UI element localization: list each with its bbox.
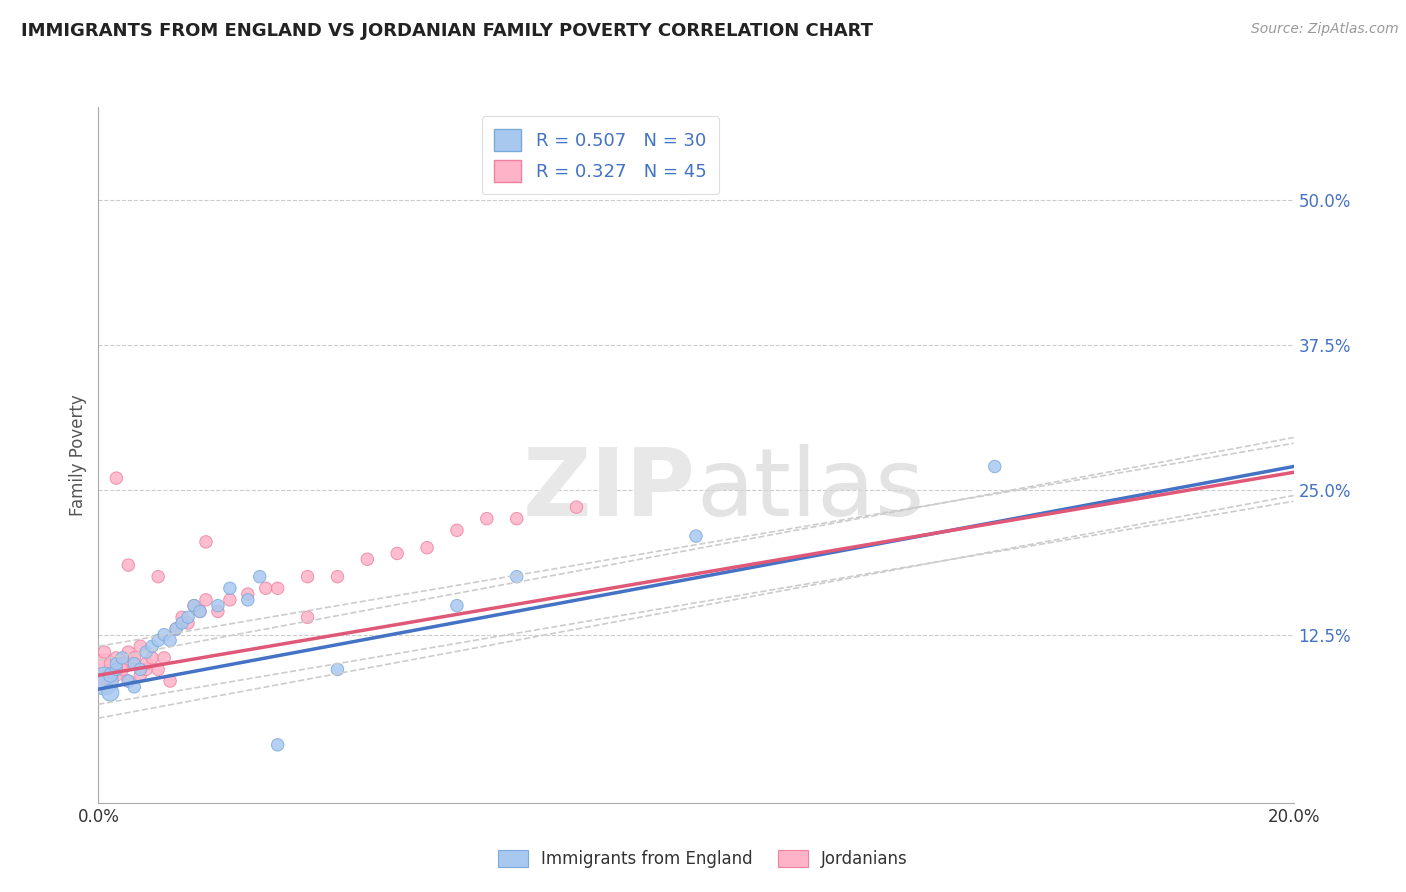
Point [153,628,176,642]
Point [565,500,588,514]
Point [98,668,122,682]
Point [207,599,229,613]
Point [135,657,157,671]
Point [159,633,181,648]
Point [105,471,128,485]
Point [105,668,128,682]
Point [297,570,319,584]
Point [105,657,128,671]
Point [194,592,218,607]
Point [129,639,152,653]
Point [236,587,259,601]
Point [297,610,319,624]
Point [416,541,439,555]
Point [159,674,181,689]
Point [385,546,409,561]
Y-axis label: Family Poverty: Family Poverty [69,394,87,516]
Point [124,657,146,671]
Point [219,592,242,607]
Point [98,674,122,689]
Point [93,645,115,659]
Point [194,534,218,549]
Text: atlas: atlas [696,443,924,536]
Point [165,622,187,636]
Point [475,511,498,525]
Point [105,662,128,676]
Point [446,599,468,613]
Point [267,582,290,596]
Point [236,592,259,607]
Point [117,674,139,689]
Point [172,615,194,630]
Point [183,599,205,613]
Point [172,610,194,624]
Point [148,662,170,676]
Point [267,738,290,752]
Point [111,651,134,665]
Point [506,511,529,525]
Point [98,657,122,671]
Point [117,674,139,689]
Point [685,529,707,543]
Point [326,662,349,676]
Point [141,651,163,665]
Text: Source: ZipAtlas.com: Source: ZipAtlas.com [1251,22,1399,37]
Point [93,662,115,676]
Text: ZIP: ZIP [523,443,696,536]
Point [135,662,157,676]
Legend: Immigrants from England, Jordanians: Immigrants from England, Jordanians [491,843,915,875]
Point [983,459,1005,474]
Point [124,680,146,694]
Point [165,622,187,636]
Point [177,615,200,630]
Point [98,685,122,699]
Point [135,645,157,659]
Point [117,558,139,573]
Point [105,651,128,665]
Point [177,610,200,624]
Point [188,605,211,619]
Point [446,523,468,537]
Point [93,674,115,689]
Point [326,570,349,584]
Point [111,662,134,676]
Point [148,570,170,584]
Text: IMMIGRANTS FROM ENGLAND VS JORDANIAN FAMILY POVERTY CORRELATION CHART: IMMIGRANTS FROM ENGLAND VS JORDANIAN FAM… [21,22,873,40]
Legend: R = 0.507   N = 30, R = 0.327   N = 45: R = 0.507 N = 30, R = 0.327 N = 45 [482,116,718,194]
Point [249,570,271,584]
Point [129,668,152,682]
Point [356,552,378,566]
Point [219,582,242,596]
Point [188,605,211,619]
Point [254,582,277,596]
Point [183,599,205,613]
Point [148,633,170,648]
Point [124,657,146,671]
Point [117,645,139,659]
Point [129,662,152,676]
Point [207,605,229,619]
Point [153,651,176,665]
Point [141,639,163,653]
Point [506,570,529,584]
Point [111,657,134,671]
Point [124,651,146,665]
